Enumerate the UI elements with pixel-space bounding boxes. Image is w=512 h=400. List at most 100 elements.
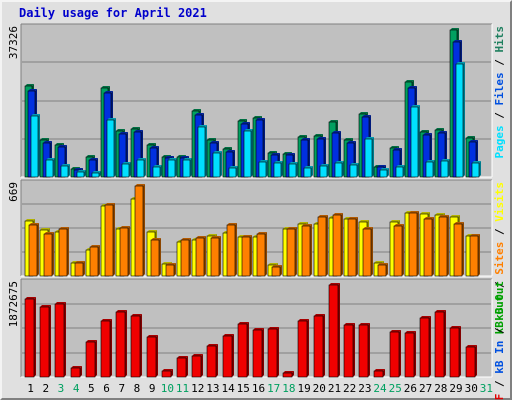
bar-sites: [195, 237, 205, 277]
bar-pages: [121, 163, 130, 178]
bar-top: [25, 84, 34, 86]
bar-top: [469, 140, 478, 142]
bar-pages: [273, 162, 282, 178]
bar-top: [71, 366, 82, 368]
bar-kb-f: [465, 346, 476, 378]
bar-side: [417, 211, 419, 276]
bar-top: [43, 141, 52, 143]
bar-top: [411, 105, 420, 107]
bar-side: [479, 161, 481, 177]
bar-top: [438, 131, 447, 133]
bar-top: [359, 220, 369, 222]
bar-side: [38, 114, 40, 177]
bar-sites: [74, 262, 84, 277]
bar-side: [383, 369, 385, 377]
bar-top: [86, 155, 95, 157]
bar-side: [216, 344, 218, 377]
x-tick-label: 5: [88, 382, 95, 395]
bar-top: [317, 137, 326, 139]
bar-kb-f: [237, 323, 248, 378]
legend-entry: kB Out: [493, 281, 506, 321]
x-tick-label: 26: [404, 382, 417, 395]
bar-kb-f: [389, 331, 400, 378]
bar-side: [463, 62, 465, 177]
bar-side: [310, 224, 312, 276]
bar-top: [162, 369, 173, 371]
bar-top: [120, 226, 130, 228]
x-tick-label: 21: [328, 382, 341, 395]
legend-entry: kB F: [493, 394, 506, 400]
bar-side: [114, 118, 116, 177]
bar-side: [338, 283, 340, 377]
bar-top: [405, 80, 414, 82]
legend-entry: kB Out: [493, 295, 506, 335]
bar-side: [113, 203, 115, 276]
bar-top: [192, 354, 203, 356]
bar-side: [327, 164, 329, 177]
bar-side: [190, 158, 192, 177]
bar-kb-f: [24, 298, 35, 378]
bar-side: [250, 235, 252, 276]
bar-sites: [89, 246, 99, 277]
x-tick-label: 18: [282, 382, 295, 395]
x-tick-label: 25: [389, 382, 402, 395]
bar-top: [359, 112, 368, 114]
bar-top: [195, 113, 204, 115]
bar-top: [153, 165, 162, 167]
bar-top: [147, 230, 157, 232]
bar-top: [25, 297, 36, 299]
bar-top: [177, 356, 188, 358]
bar-top: [466, 345, 477, 347]
bar-side: [323, 314, 325, 377]
bar-top: [40, 228, 50, 230]
bar-side: [83, 261, 85, 276]
bar-top: [150, 146, 159, 148]
bar-kb-f: [39, 306, 50, 378]
bar-kb-f: [373, 370, 384, 378]
x-tick-label: 7: [118, 382, 125, 395]
bar-side: [414, 331, 416, 377]
bar-side: [341, 213, 343, 276]
bar-side: [277, 327, 279, 377]
bar-top: [74, 168, 83, 170]
bar-kb-f: [70, 367, 81, 378]
bar-top: [365, 137, 374, 139]
bar-sites: [150, 239, 160, 277]
bar-side: [266, 160, 268, 177]
bar-top: [227, 223, 237, 225]
bar-top: [287, 227, 297, 229]
bar-side: [219, 236, 221, 276]
bar-kb-f: [100, 320, 111, 378]
bar-sites: [423, 218, 433, 277]
bar-side: [371, 227, 373, 276]
bar-top: [122, 162, 131, 164]
bar-side: [128, 226, 130, 276]
bar-side: [53, 158, 55, 177]
bar-top: [344, 138, 353, 140]
bar-pages: [334, 162, 343, 178]
bar-top: [286, 153, 295, 155]
bar-top: [450, 28, 459, 30]
x-tick-label: 1: [27, 382, 34, 395]
bar-pages: [212, 152, 221, 178]
bar-kb-f: [404, 332, 415, 378]
bar-side: [156, 335, 158, 377]
bar-top: [92, 171, 101, 173]
bar-top: [380, 168, 389, 170]
bar-side: [368, 323, 370, 377]
bar-top: [196, 236, 206, 238]
bar-top: [332, 131, 341, 133]
x-tick-label: 6: [103, 382, 110, 395]
bar-pages: [45, 159, 54, 178]
bar-top: [213, 151, 222, 153]
bar-sites: [347, 218, 357, 277]
bar-side: [281, 161, 283, 177]
x-tick-label: 3: [58, 382, 65, 395]
bar-side: [140, 314, 142, 377]
bar-top: [131, 127, 140, 129]
bar-top: [362, 115, 371, 117]
y-max-label: 1872675: [7, 281, 20, 327]
bar-side: [399, 330, 401, 377]
x-tick-label: 13: [206, 382, 219, 395]
bar-top: [75, 261, 85, 263]
